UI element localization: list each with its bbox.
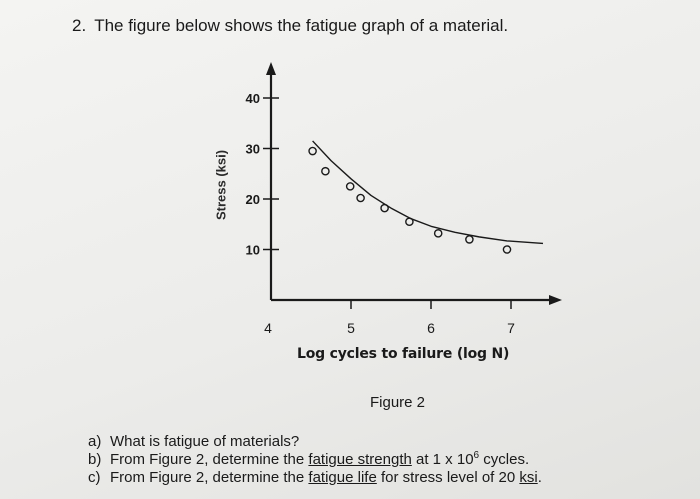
data-point bbox=[465, 235, 474, 244]
data-point bbox=[405, 217, 414, 227]
question-heading: 2. The figure below shows the fatigue gra… bbox=[72, 16, 508, 36]
data-point bbox=[502, 245, 512, 254]
y-tick-label: 20 bbox=[246, 192, 260, 207]
sub-question-b: b) From Figure 2, determine the fatigue s… bbox=[88, 450, 530, 468]
data-point bbox=[356, 193, 365, 203]
sub-question-text: at 1 x 10 bbox=[411, 451, 474, 468]
sub-question-text: . bbox=[537, 469, 542, 486]
sub-question-text: From Figure 2, determine the bbox=[110, 469, 309, 486]
sub-question-mark: b) bbox=[88, 451, 102, 468]
sub-question-text: From Figure 2, determine the bbox=[110, 451, 309, 468]
sub-question-c: c) From Figure 2, determine the fatigue l… bbox=[88, 470, 542, 486]
data-point bbox=[345, 182, 355, 191]
fatigue-life-term: fatigue life bbox=[308, 469, 377, 486]
data-point bbox=[308, 146, 317, 156]
data-point bbox=[433, 229, 443, 238]
y-tick-label: 10 bbox=[246, 243, 260, 258]
y-tick-label: 30 bbox=[246, 142, 260, 157]
x-tick-label: 5 bbox=[347, 320, 355, 336]
x-tick-label: 4 bbox=[264, 320, 272, 336]
question-number: 2. bbox=[72, 16, 87, 35]
sub-question-text: What is fatigue of materials? bbox=[110, 433, 300, 450]
x-tick-label: 7 bbox=[507, 320, 515, 336]
data-point bbox=[380, 203, 389, 213]
exponent: 6 bbox=[473, 450, 480, 461]
fatigue-strength-term: fatigue strength bbox=[308, 451, 412, 468]
y-axis-arrow bbox=[266, 62, 276, 75]
question-text: The figure below shows the fatigue graph… bbox=[94, 16, 509, 35]
sub-question-a: a) What is fatigue of materials? bbox=[88, 434, 299, 450]
sub-question-text: for stress level of 20 bbox=[376, 469, 520, 486]
sub-question-text: cycles. bbox=[479, 451, 530, 468]
fit-curve bbox=[312, 140, 544, 245]
x-tick-label: 6 bbox=[427, 320, 435, 336]
figure-caption: Figure 2 bbox=[370, 394, 426, 411]
sub-question-mark: c) bbox=[88, 469, 101, 486]
y-axis-label: Stress (ksi) bbox=[213, 149, 229, 221]
data-point bbox=[321, 166, 330, 176]
sub-question-mark: a) bbox=[88, 433, 102, 450]
ksi-term: ksi bbox=[519, 469, 538, 486]
x-axis-label: Log cycles to failure (log N) bbox=[297, 346, 510, 362]
x-axis-arrow bbox=[549, 295, 562, 305]
y-tick-label: 40 bbox=[246, 91, 260, 106]
